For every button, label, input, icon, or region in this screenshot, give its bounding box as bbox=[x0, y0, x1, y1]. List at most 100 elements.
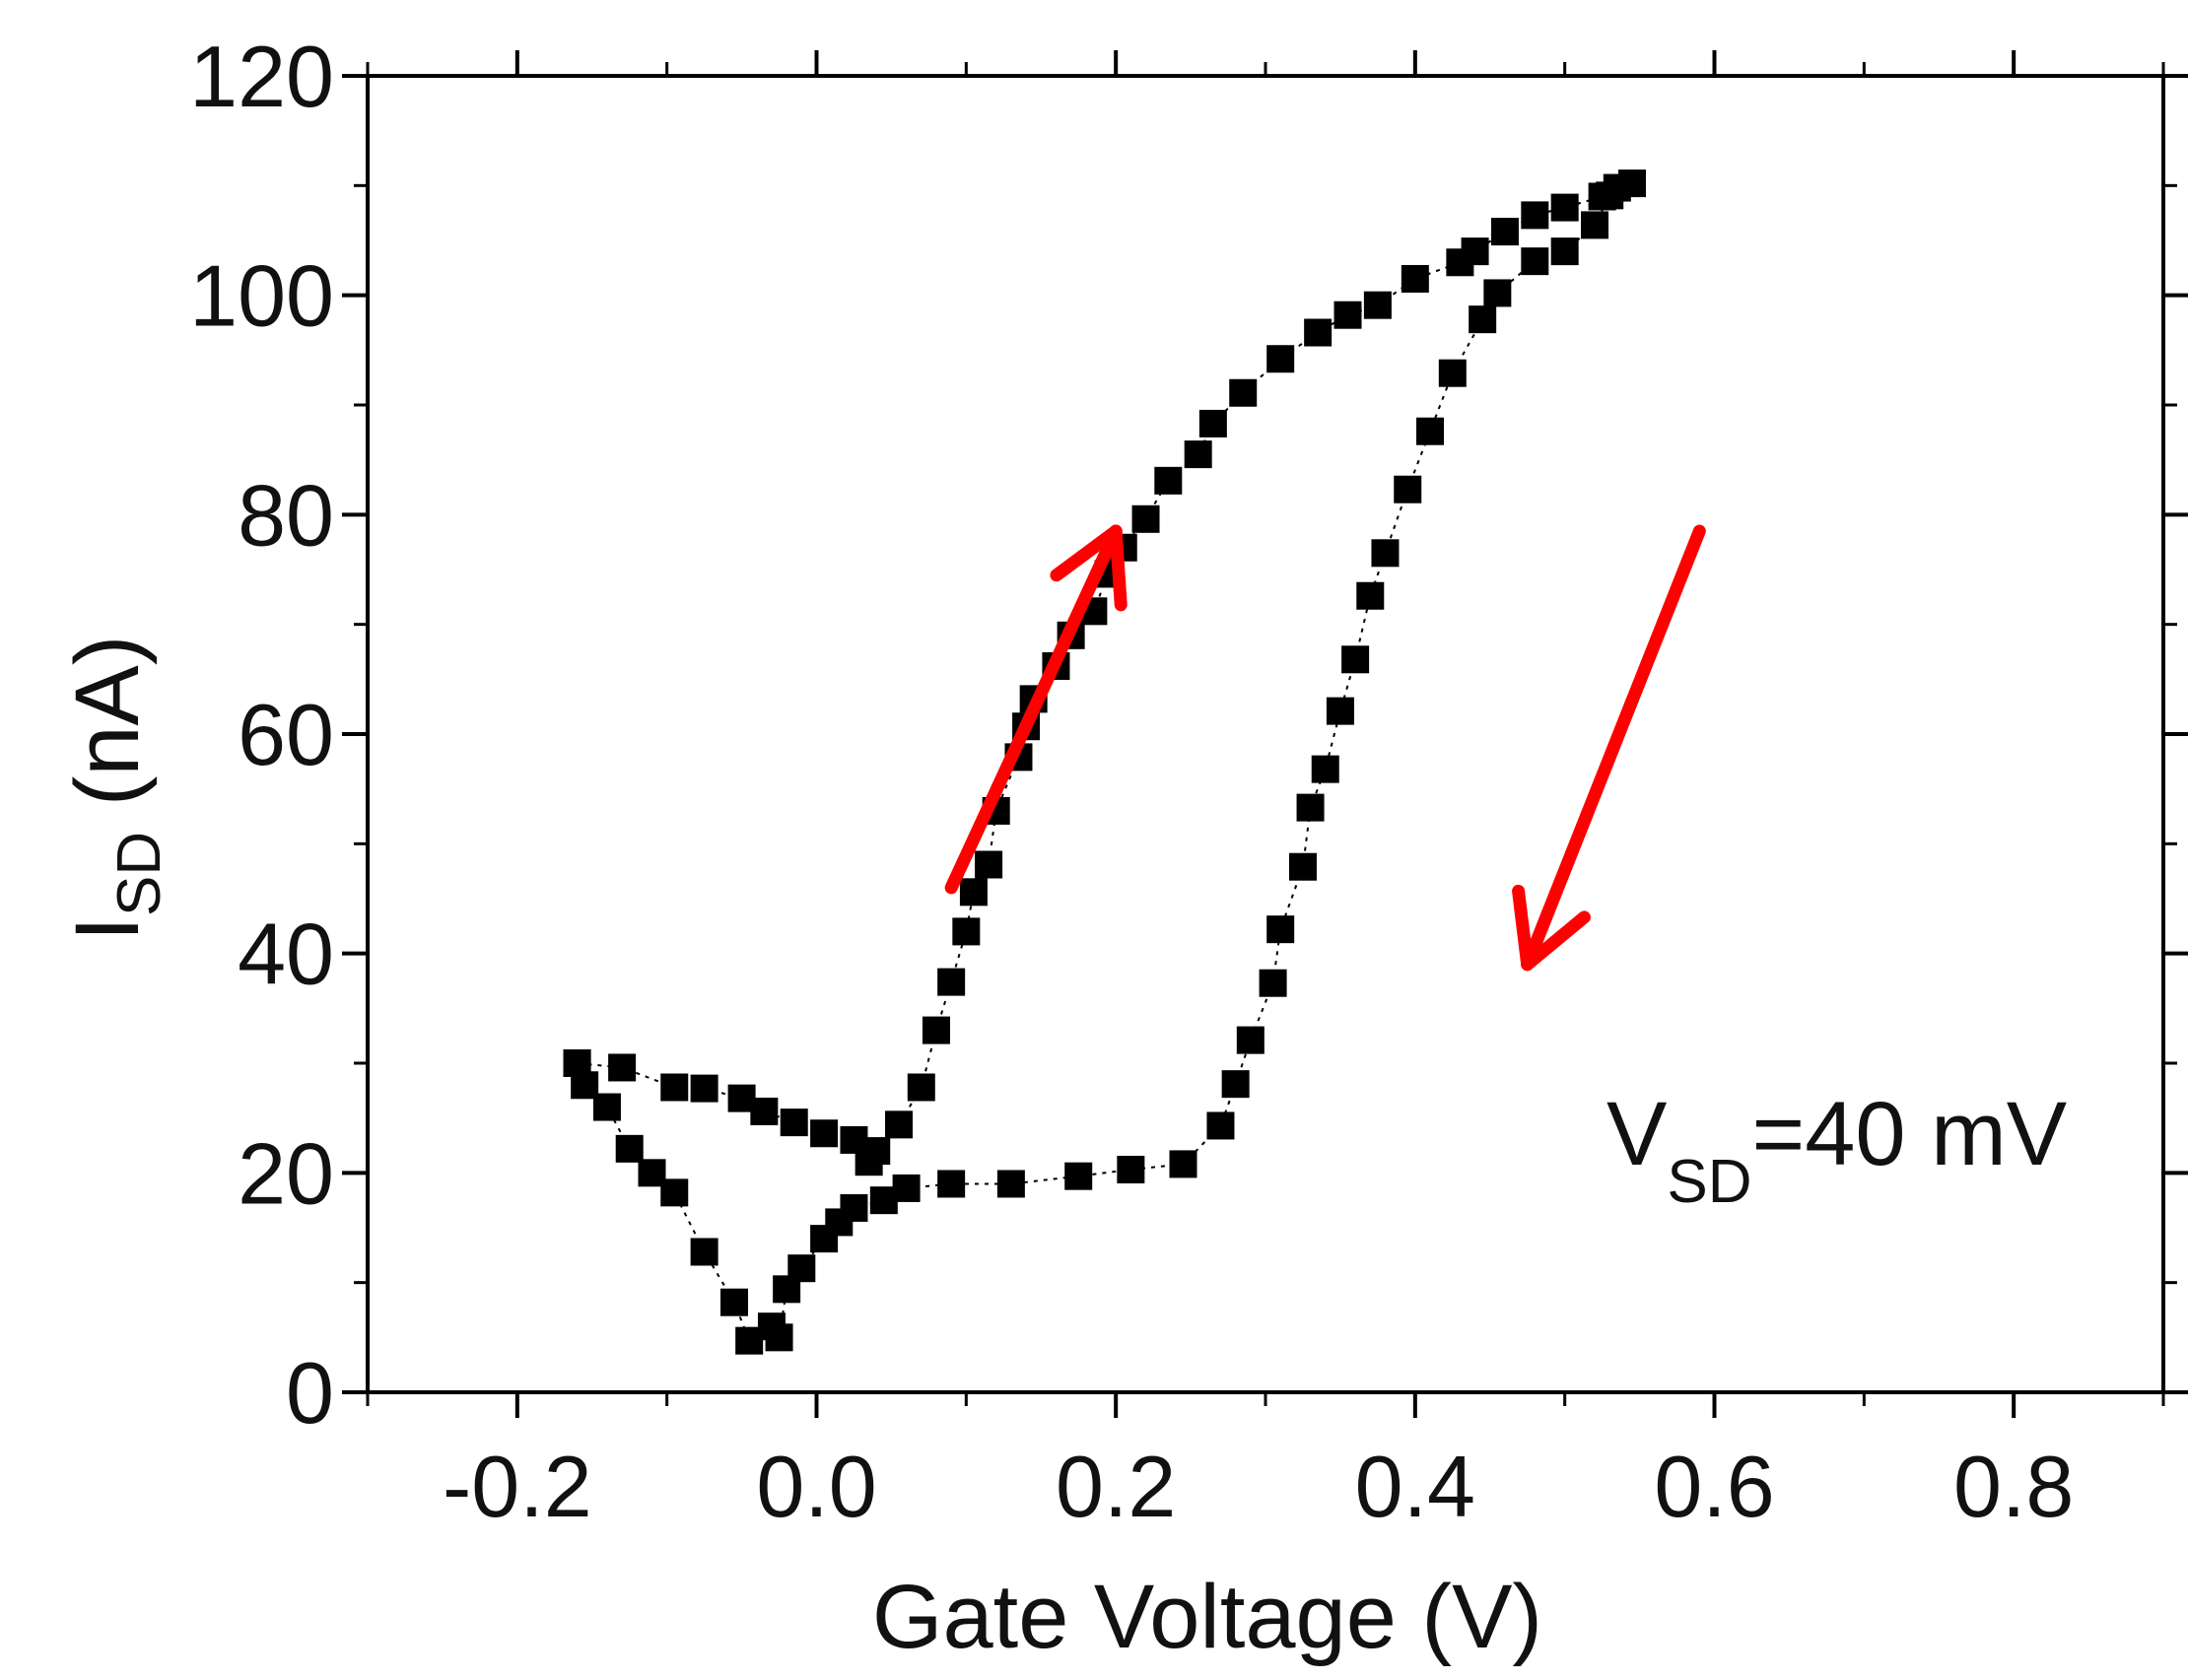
data-point bbox=[1550, 237, 1579, 266]
data-point bbox=[727, 1084, 756, 1112]
data-point bbox=[1446, 248, 1474, 277]
arrow-shaft bbox=[1521, 524, 1706, 972]
data-point bbox=[608, 1053, 637, 1082]
data-point bbox=[563, 1049, 591, 1077]
data-point bbox=[1356, 581, 1385, 610]
data-point bbox=[975, 850, 1003, 879]
plot-frame bbox=[366, 74, 2165, 1394]
x-axis-title: Gate Voltage (V) bbox=[872, 1567, 1542, 1667]
data-point bbox=[1438, 359, 1467, 387]
data-point bbox=[690, 1074, 718, 1103]
data-point bbox=[1296, 793, 1325, 822]
data-point bbox=[892, 1174, 921, 1202]
data-point bbox=[1266, 345, 1295, 373]
y-tick-label: 20 bbox=[238, 1124, 334, 1222]
data-point bbox=[1221, 1070, 1250, 1099]
data-point bbox=[1198, 409, 1227, 437]
y-tick-label: 40 bbox=[238, 906, 334, 1003]
vsd-annotation-value: =40 mV bbox=[1752, 1084, 2068, 1184]
series-line bbox=[576, 182, 1633, 1343]
data-point bbox=[719, 1288, 748, 1316]
data-point bbox=[1333, 301, 1362, 329]
data-point bbox=[937, 968, 966, 996]
data-point bbox=[1131, 504, 1160, 533]
data-point bbox=[1371, 539, 1400, 568]
data-point bbox=[690, 1238, 718, 1266]
arrow-up bbox=[944, 524, 1128, 895]
data-point bbox=[1266, 915, 1295, 944]
x-tick-label: 0.8 bbox=[1953, 1438, 2074, 1535]
vsd-annotation-main: V bbox=[1607, 1084, 1667, 1184]
y-axis-title-suffix: (nA) bbox=[57, 635, 158, 831]
data-point bbox=[1363, 291, 1392, 319]
data-point bbox=[660, 1073, 689, 1102]
y-tick-label: 100 bbox=[189, 247, 334, 345]
y-axis-title-main: I bbox=[57, 916, 158, 942]
data-point bbox=[615, 1134, 644, 1163]
x-tick-label: 0.4 bbox=[1355, 1438, 1475, 1535]
data-point bbox=[1304, 318, 1333, 347]
y-axis-title: ISD (nA) bbox=[57, 635, 173, 941]
data-point bbox=[592, 1093, 621, 1121]
y-tick-label: 60 bbox=[238, 686, 334, 783]
data-point bbox=[1169, 1150, 1197, 1178]
data-point bbox=[1588, 182, 1616, 211]
arrow-head bbox=[1109, 524, 1128, 612]
data-point bbox=[1259, 969, 1287, 997]
data-point bbox=[1184, 440, 1212, 469]
data-point bbox=[1401, 264, 1429, 293]
data-point bbox=[780, 1109, 808, 1137]
arrow-head bbox=[1050, 524, 1123, 582]
y-tick-label: 120 bbox=[189, 28, 334, 125]
data-point bbox=[787, 1254, 816, 1283]
data-point bbox=[1229, 378, 1258, 407]
data-point bbox=[1550, 193, 1579, 222]
data-point bbox=[660, 1178, 689, 1207]
x-tick-label: 0.2 bbox=[1056, 1438, 1176, 1535]
data-point bbox=[1154, 466, 1183, 495]
data-point bbox=[1206, 1111, 1235, 1140]
y-tick-label: 0 bbox=[286, 1344, 334, 1442]
x-tick-label: 0.6 bbox=[1654, 1438, 1774, 1535]
vsd-annotation: VSD=40 mV bbox=[1607, 1084, 2067, 1216]
vsd-annotation-sub: SD bbox=[1667, 1148, 1751, 1216]
data-point bbox=[907, 1073, 935, 1102]
data-point bbox=[885, 1110, 914, 1139]
data-point bbox=[765, 1323, 793, 1352]
data-point bbox=[1483, 279, 1512, 307]
data-point bbox=[1117, 1155, 1145, 1183]
arrow-head bbox=[1512, 884, 1535, 972]
data-point bbox=[1311, 755, 1339, 783]
y-tick-label: 80 bbox=[238, 466, 334, 564]
data-point bbox=[937, 1170, 966, 1198]
data-point bbox=[1521, 247, 1549, 276]
data-point bbox=[1064, 1162, 1093, 1190]
data-point bbox=[1521, 201, 1549, 230]
axis-tick-labels: -0.2 0.0 0.2 0.4 0.6 0.8 0 20 40 60 80 100 120 bbox=[189, 28, 2074, 1535]
x-tick-label: -0.2 bbox=[443, 1438, 592, 1535]
y-axis-title-sub: SD bbox=[105, 832, 173, 916]
arrow-head bbox=[1521, 910, 1591, 972]
data-point bbox=[840, 1125, 868, 1154]
data-point bbox=[1341, 645, 1370, 674]
data-point bbox=[959, 878, 988, 907]
data-point bbox=[1490, 218, 1519, 246]
data-point bbox=[1288, 852, 1317, 881]
data-point bbox=[952, 917, 981, 946]
data-point bbox=[996, 1170, 1025, 1198]
data-point bbox=[840, 1193, 868, 1222]
data-point bbox=[810, 1119, 839, 1148]
series-markers bbox=[563, 169, 1646, 1355]
data-point bbox=[1394, 475, 1422, 504]
data-point bbox=[1326, 697, 1354, 725]
data-point bbox=[922, 1016, 950, 1044]
data-point bbox=[1581, 211, 1609, 239]
data-point bbox=[1469, 305, 1497, 334]
axis-ticks bbox=[342, 50, 2188, 1418]
arrow-down bbox=[1512, 524, 1706, 972]
x-tick-label: 0.0 bbox=[756, 1438, 876, 1535]
arrow-shaft bbox=[944, 524, 1123, 895]
data-point bbox=[1236, 1026, 1265, 1054]
data-point bbox=[1416, 417, 1445, 445]
